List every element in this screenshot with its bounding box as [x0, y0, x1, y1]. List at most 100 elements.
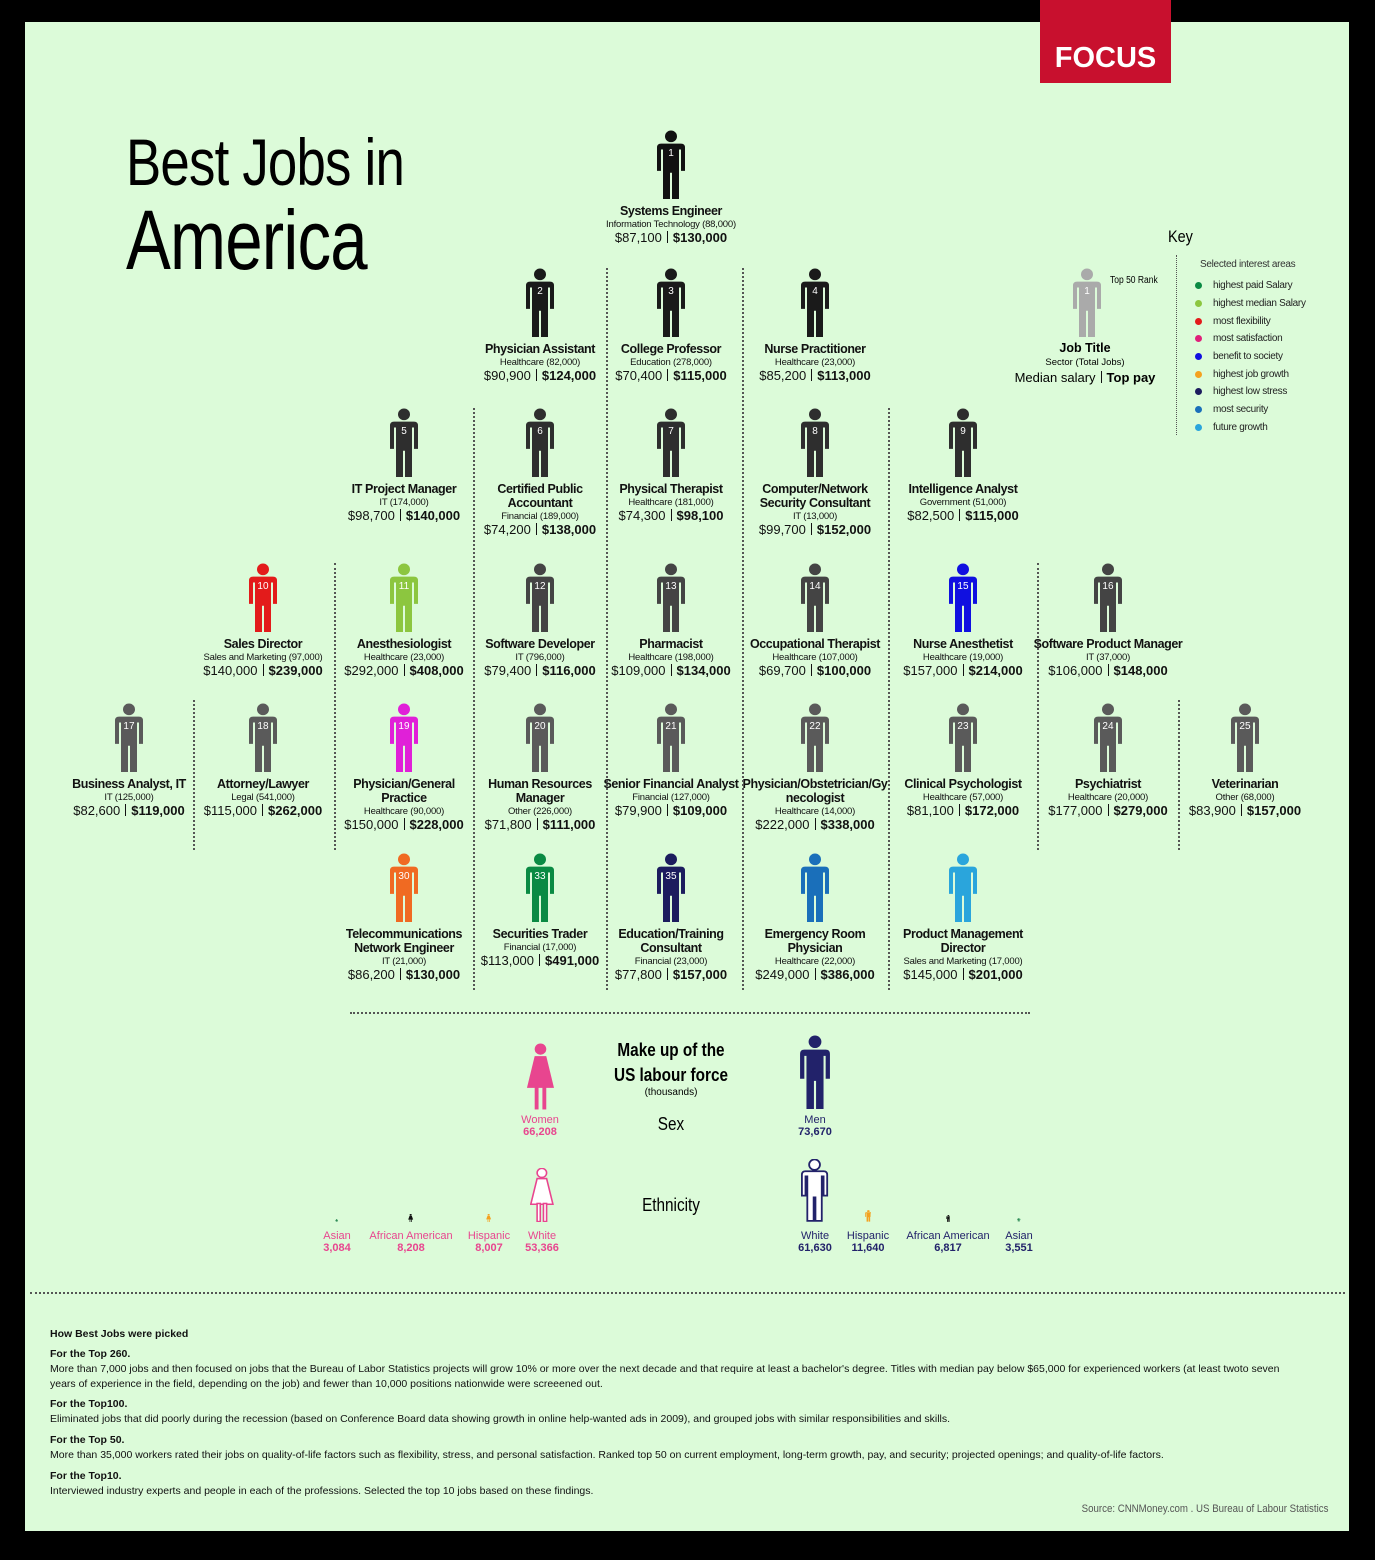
key-top-pay: Top pay: [1106, 370, 1156, 385]
separator: [810, 664, 812, 676]
labour-name: White: [527, 1230, 557, 1242]
job-pay: $79,400 $116,000: [460, 664, 620, 678]
rank: 21: [665, 721, 676, 732]
key-area: most security: [1195, 401, 1306, 419]
person-icon: 14: [801, 563, 829, 633]
median-salary: $79,900: [614, 803, 662, 818]
separator: [670, 509, 672, 521]
labour-name: Men: [804, 1114, 826, 1126]
method-text: Interviewed industry experts and people …: [50, 1485, 594, 1497]
job: 25 Veterinarian Other (68,000) $83,900 $157,…: [1165, 703, 1325, 818]
person-icon: 21: [657, 703, 685, 773]
job: 20 Human Resources Manager Other (226,000)…: [460, 703, 620, 832]
key-dot: [1195, 423, 1202, 431]
person-icon: 1: [657, 130, 685, 200]
title: Best Jobs in America: [126, 124, 405, 282]
job-sector: Healthcare (23,000): [774, 357, 856, 368]
divider: [606, 268, 608, 990]
job-pay: $109,000 $134,000: [591, 664, 751, 678]
key-area: highest low stress: [1195, 383, 1306, 401]
job-title: Nurse Anesthetist: [913, 637, 1013, 651]
job: 8 Computer/Network Security Consultant IT …: [735, 408, 895, 537]
key-dot: [1195, 353, 1202, 361]
labour-figure: [795, 1159, 835, 1222]
key-area-label: benefit to society: [1213, 351, 1283, 363]
job: 1 Systems Engineer Information Technology …: [591, 130, 751, 245]
person-icon: [801, 853, 829, 923]
median-salary: $99,700: [758, 522, 806, 537]
job-sector: IT (796,000): [515, 652, 565, 663]
rank: 1: [668, 148, 674, 159]
job-title: Systems Engineer: [620, 204, 722, 218]
labour-icon: [800, 1035, 830, 1109]
separator: [403, 818, 405, 830]
rank: 6: [537, 426, 543, 437]
method-heading: For the Top10.: [50, 1470, 122, 1482]
key-area: benefit to society: [1195, 348, 1306, 366]
median-salary: $106,000: [1048, 663, 1103, 678]
person-icon: 25: [1231, 703, 1259, 773]
person-icon: 22: [801, 703, 829, 773]
rank: 7: [668, 426, 674, 437]
job-title: Attorney/Lawyer: [217, 777, 309, 791]
job-title: College Professor: [620, 342, 722, 356]
labour-figure: [317, 1218, 357, 1222]
job-sector: Healthcare (22,000): [774, 956, 856, 967]
labour-value: 61,630: [798, 1242, 832, 1254]
rank: 9: [960, 426, 966, 437]
labour-value: 3,084: [323, 1242, 351, 1254]
median-salary: $98,700: [347, 508, 395, 523]
job-pay: $70,400 $115,000: [591, 369, 751, 383]
top-pay: $109,000: [672, 803, 728, 818]
labour-icon: [335, 1218, 339, 1222]
top-pay: $239,000: [268, 663, 323, 678]
labour-figure: [795, 1035, 835, 1110]
job-sector: Financial (23,000): [634, 956, 708, 967]
job-sector: Other (226,000): [507, 806, 573, 817]
median-salary: $90,900: [483, 368, 531, 383]
job-pay: $140,000 $239,000: [183, 664, 343, 678]
method-section: For the Top 50. More than 35,000 workers …: [50, 1433, 1280, 1463]
top-pay: $157,000: [1246, 803, 1302, 818]
job: 7 Physical Therapist Healthcare (181,000) $…: [591, 408, 751, 523]
method-text: More than 7,000 jobs and then focused on…: [50, 1363, 1280, 1390]
labour-note: (thousands): [644, 1087, 698, 1098]
key-areas: highest paid Salary highest median Salary…: [1195, 277, 1306, 436]
labour-label: Hispanic 8,007: [434, 1230, 544, 1254]
job-sector: Healthcare (14,000): [774, 806, 856, 817]
median-salary: $113,000: [480, 953, 535, 968]
job-title: Physician/General Practice: [353, 777, 455, 805]
job: 15 Nurse Anesthetist Healthcare (19,000) $1…: [883, 563, 1043, 678]
key-dot: [1195, 388, 1202, 396]
labour-icon: [408, 1213, 414, 1222]
job-title: Clinical Psychologist: [904, 777, 1022, 791]
top-pay: $152,000: [816, 522, 872, 537]
method-heading: For the Top 260.: [50, 1348, 131, 1360]
job-sector: Sales and Marketing (17,000): [903, 956, 1023, 967]
top-pay: $172,000: [964, 803, 1020, 818]
separator: [262, 664, 264, 676]
person-icon: 1: [1073, 268, 1101, 338]
labour-value: 66,208: [523, 1126, 557, 1138]
job-sector: Healthcare (23,000): [363, 652, 445, 663]
job-title: Human Resources Manager: [488, 777, 592, 805]
median-salary: $82,600: [73, 803, 121, 818]
separator: [1107, 664, 1109, 676]
job-title: Software Developer: [485, 637, 595, 651]
rank: 22: [809, 721, 820, 732]
job-sector: Healthcare (20,000): [1067, 792, 1149, 803]
person-icon: 33: [526, 853, 554, 923]
divider: [334, 563, 336, 850]
rank: 12: [534, 581, 545, 592]
job-pay: $150,000 $228,000: [324, 818, 484, 832]
top-pay: $214,000: [968, 663, 1023, 678]
key-area-label: most flexibility: [1213, 315, 1271, 327]
job-title: Sales Director: [223, 637, 303, 651]
key-sample: Job Title Sector (Total Jobs) Median sal…: [1010, 341, 1160, 385]
job: 11 Anesthesiologist Healthcare (23,000) $29…: [324, 563, 484, 678]
key-dot: [1195, 282, 1202, 290]
labour-figure: [522, 1167, 562, 1222]
job: 3 College Professor Education (278,000) $70…: [591, 268, 751, 383]
separator: [670, 664, 672, 676]
job: 9 Intelligence Analyst Government (51,000)…: [883, 408, 1043, 523]
